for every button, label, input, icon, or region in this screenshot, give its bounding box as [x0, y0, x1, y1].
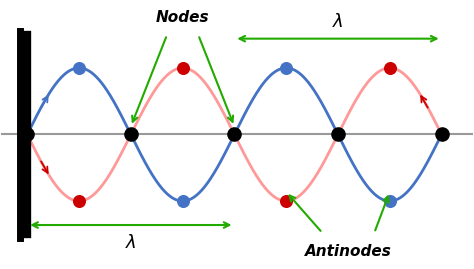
Point [24, 132, 31, 137]
Point [386, 199, 393, 203]
Point [438, 132, 446, 137]
Text: λ: λ [333, 13, 343, 31]
Point [75, 66, 83, 70]
Point [386, 66, 393, 70]
Text: Antinodes: Antinodes [305, 244, 392, 259]
Point [231, 132, 238, 137]
Point [179, 66, 186, 70]
Text: λ: λ [126, 234, 136, 252]
Point [283, 199, 290, 203]
Point [127, 132, 135, 137]
Point [283, 66, 290, 70]
Text: Nodes: Nodes [156, 10, 210, 25]
Point [334, 132, 342, 137]
Point [179, 199, 186, 203]
Point [75, 199, 83, 203]
